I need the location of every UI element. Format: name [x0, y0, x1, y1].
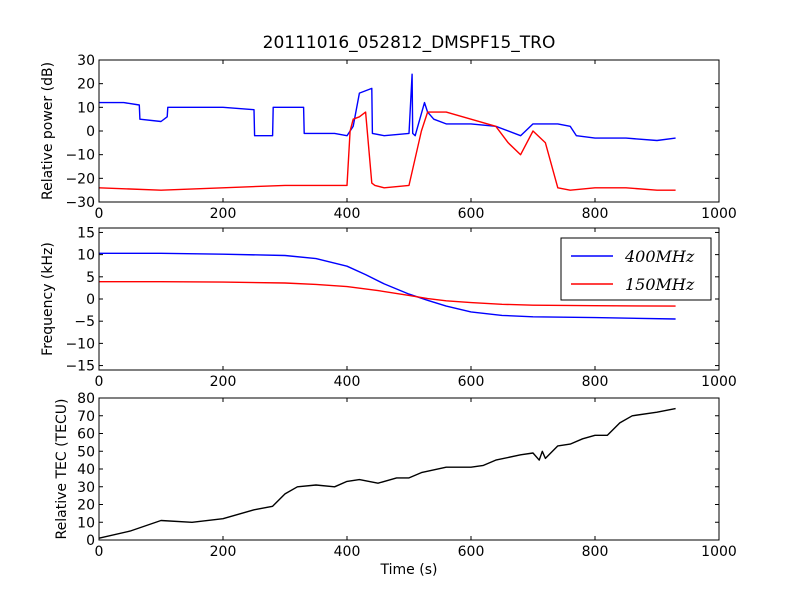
- x-tick-label: 400: [334, 544, 361, 560]
- x-tick-label: 400: [334, 206, 361, 222]
- y-tick-label: 0: [86, 124, 95, 140]
- legend-label: 400MHz: [624, 247, 695, 266]
- series-line-0: [98, 407, 676, 539]
- panel-relative-power: 0 200 400 600 800 1000 −30 −20 −10 0 10 20 30 Relativ…: [40, 53, 737, 222]
- y-tick-label: 30: [77, 53, 95, 69]
- y-tick-label: 5: [86, 270, 95, 286]
- x-tick-label: 600: [458, 206, 485, 222]
- y-tick-label: −10: [65, 148, 95, 164]
- x-tick-label: 600: [458, 544, 485, 560]
- y-tick-label: 0: [86, 533, 95, 549]
- y-tick-label: −10: [65, 336, 95, 352]
- y-tick-label: −30: [65, 195, 95, 211]
- y-tick-label: −5: [74, 314, 95, 330]
- plot-area: [99, 398, 719, 540]
- y-axis-label: Relative TEC (TECU): [54, 399, 70, 540]
- y-tick-label: 20: [77, 77, 95, 93]
- x-tick-label: 600: [458, 374, 485, 390]
- x-tick-label: 200: [210, 374, 237, 390]
- x-tick-label: 800: [582, 544, 609, 560]
- series-line-0: [99, 252, 676, 320]
- x-tick-label: 800: [582, 374, 609, 390]
- x-tick-label: 800: [582, 206, 609, 222]
- x-tick-label: 400: [334, 374, 361, 390]
- y-tick-label: −15: [65, 359, 95, 375]
- x-tick-label: 1000: [701, 544, 737, 560]
- legend-label: 150MHz: [625, 275, 695, 294]
- chart-title: 20111016_052812_DMSPF15_TRO: [263, 33, 556, 53]
- panel-frequency: 0 200 400 600 800 1000 −15 −10 −5 0 5 10 15 Frequency…: [40, 225, 737, 390]
- x-tick-label: 0: [95, 374, 104, 390]
- y-axis-label: Frequency (kHz): [40, 242, 56, 356]
- y-tick-label: 40: [77, 462, 95, 478]
- y-tick-label: 70: [77, 409, 95, 425]
- x-tick-label: 200: [210, 544, 237, 560]
- x-tick-label: 200: [210, 206, 237, 222]
- series-line-1: [98, 111, 676, 191]
- y-tick-label: 10: [77, 248, 95, 264]
- y-tick-label: 20: [77, 498, 95, 514]
- x-tick-label: 0: [95, 206, 104, 222]
- legend-box: [560, 237, 712, 301]
- series-line-1: [99, 281, 676, 307]
- series-line-0: [99, 73, 676, 142]
- y-tick-label: 10: [77, 515, 95, 531]
- y-tick-label: −20: [65, 171, 95, 187]
- x-tick-label: 1000: [701, 374, 737, 390]
- x-tick-label: 0: [95, 544, 104, 560]
- y-tick-label: 60: [77, 427, 95, 443]
- y-axis-label: Relative power (dB): [40, 62, 56, 200]
- legend: 400MHz 150MHz: [560, 237, 712, 301]
- x-tick-label: 1000: [701, 206, 737, 222]
- y-tick-label: 30: [77, 480, 95, 496]
- y-tick-label: 80: [77, 391, 95, 407]
- y-tick-label: 0: [86, 292, 95, 308]
- x-axis-label: Time (s): [380, 562, 438, 578]
- panel-relative-tec: 0 200 400 600 800 100001020304050607080Relati…: [54, 391, 737, 578]
- y-tick-label: 15: [77, 225, 95, 241]
- y-tick-label: 50: [77, 444, 95, 460]
- y-tick-label: 10: [77, 100, 95, 116]
